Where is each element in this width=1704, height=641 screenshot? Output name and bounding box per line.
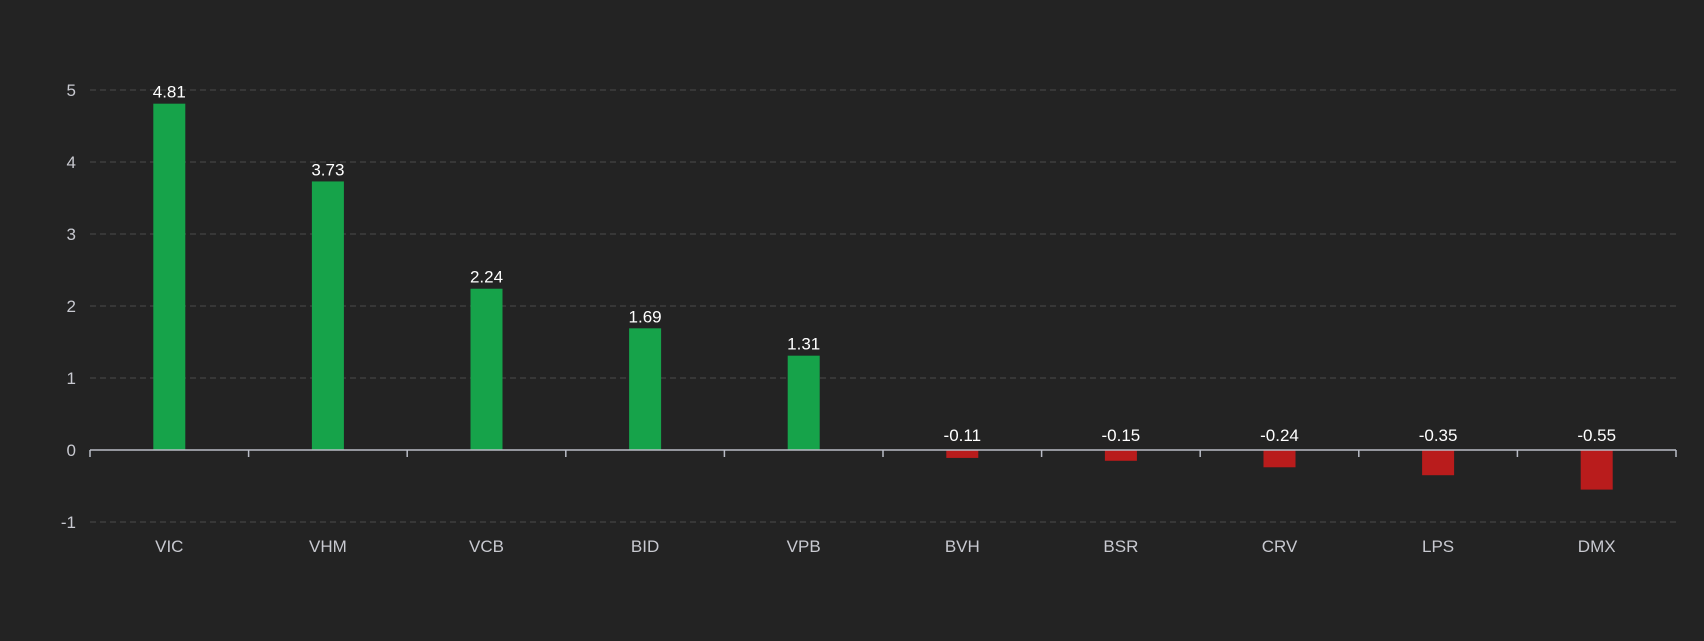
data-label-bvh: -0.11 <box>944 426 982 445</box>
bars <box>153 103 1613 490</box>
x-tick-label-bvh: BVH <box>945 537 980 556</box>
data-label-dmx: -0.55 <box>1577 426 1616 445</box>
y-tick-label: -1 <box>61 513 76 532</box>
x-tick-label-dmx: DMX <box>1578 537 1616 556</box>
y-tick-label: 1 <box>67 369 76 388</box>
y-tick-label: 4 <box>67 153 76 172</box>
bar-bvh[interactable] <box>946 450 979 458</box>
x-tick-label-vpb: VPB <box>787 537 821 556</box>
bar-crv[interactable] <box>1263 450 1296 468</box>
data-label-bsr: -0.15 <box>1102 426 1141 445</box>
data-label-vhm: 3.73 <box>311 160 344 179</box>
bar-bid[interactable] <box>629 328 662 450</box>
x-tick-label-vhm: VHM <box>309 537 347 556</box>
y-tick-label: 0 <box>67 441 76 460</box>
grid-layer <box>90 89 1676 523</box>
bar-lps[interactable] <box>1422 450 1455 476</box>
x-tick-label-bid: BID <box>631 537 659 556</box>
bar-bsr[interactable] <box>1104 450 1137 461</box>
x-tick-label-bsr: BSR <box>1103 537 1138 556</box>
x-tick-labels: VIC VHM VCB BID VPB BVH BSR CRV LPS DMX <box>155 537 1615 556</box>
bar-vic[interactable] <box>153 103 186 451</box>
y-axis: 5 4 3 2 1 0 -1 <box>61 81 76 532</box>
y-tick-label: 2 <box>67 297 76 316</box>
data-label-vpb: 1.31 <box>787 335 820 354</box>
x-tick-label-crv: CRV <box>1262 537 1298 556</box>
data-label-vic: 4.81 <box>153 83 186 102</box>
data-label-lps: -0.35 <box>1419 426 1458 445</box>
x-tick-label-lps: LPS <box>1422 537 1454 556</box>
bar-vhm[interactable] <box>311 181 344 450</box>
data-label-bid: 1.69 <box>629 307 662 326</box>
y-tick-label: 3 <box>67 225 76 244</box>
bar-vcb[interactable] <box>470 288 503 450</box>
bar-dmx[interactable] <box>1580 450 1613 490</box>
x-tick-label-vcb: VCB <box>469 537 504 556</box>
x-axis <box>89 449 1677 457</box>
data-label-vcb: 2.24 <box>470 268 503 287</box>
x-tick-label-vic: VIC <box>155 537 183 556</box>
bar-vpb[interactable] <box>787 355 820 450</box>
data-labels: 4.81 3.73 2.24 1.69 1.31 -0.11 -0.15 -0.24 -0.35… <box>153 83 1616 445</box>
data-label-crv: -0.24 <box>1260 426 1299 445</box>
y-tick-label: 5 <box>67 81 76 100</box>
